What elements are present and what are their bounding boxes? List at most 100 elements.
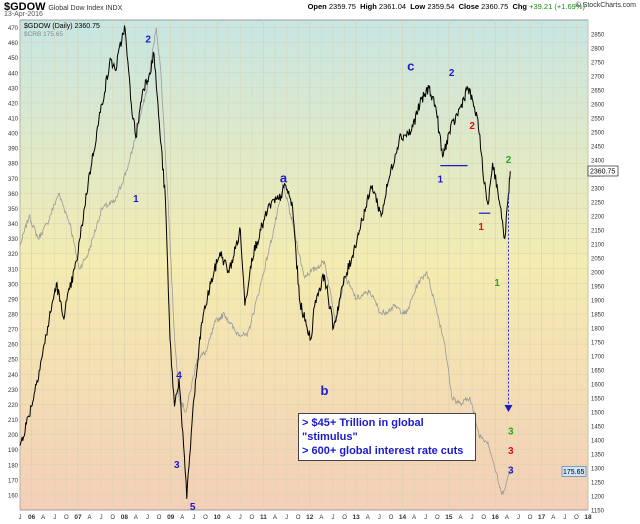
x-tick-label: O xyxy=(528,515,533,521)
chart-title: $GDOW Global Dow Index INDX xyxy=(4,1,122,13)
left-tick-label: 200 xyxy=(8,433,19,439)
right-tick-label: 2700 xyxy=(591,75,605,81)
right-tick-label: 2550 xyxy=(591,117,605,123)
right-axis: 1150 1200 1250 1300 1350 1400 1450 1500 1550 1600… xyxy=(591,33,605,515)
x-tick-label: J xyxy=(100,515,103,521)
open-label: Open xyxy=(307,2,327,11)
x-tick-label: 12 xyxy=(306,514,314,521)
wave-label: 2 xyxy=(506,155,512,166)
wave-label: 1 xyxy=(133,194,139,205)
right-tick-label: 1850 xyxy=(591,313,605,319)
right-tick-label: 1950 xyxy=(591,285,605,291)
left-tick-label: 230 xyxy=(8,388,19,394)
wave-label: 1 xyxy=(478,222,484,233)
wave-label: 3 xyxy=(174,460,180,471)
right-tick-label: 2650 xyxy=(591,89,605,95)
right-tick-label: 1500 xyxy=(591,411,605,417)
x-tick-label: A xyxy=(412,515,416,521)
right-tick-label: 2050 xyxy=(591,257,605,263)
x-tick-label: 16 xyxy=(492,514,500,521)
date-label: 13-Apr-2016 xyxy=(4,11,43,18)
x-tick-label: A xyxy=(551,515,555,521)
wave-label: c xyxy=(407,58,414,73)
left-tick-label: 160 xyxy=(8,493,19,499)
left-tick-label: 390 xyxy=(8,147,19,153)
x-tick-label: O xyxy=(110,515,115,521)
left-tick-label: 280 xyxy=(8,313,19,319)
x-tick-label: J xyxy=(192,515,195,521)
callout-line-3: > 600+ global interest rate cuts xyxy=(302,445,464,457)
x-axis: J 06 A J O 07 A J O 08 A J O 09 A J O 10 A J O 11 A J O 12 A J O 13 A J… xyxy=(19,514,592,521)
x-tick-label: 11 xyxy=(260,514,267,521)
left-tick-label: 220 xyxy=(8,403,19,409)
right-tick-label: 1350 xyxy=(591,453,605,459)
legend-primary: $GDOW (Daily) 2360.75 xyxy=(24,23,100,30)
left-tick-label: 340 xyxy=(8,222,19,228)
right-tick-label: 1550 xyxy=(591,397,605,403)
chg-value: +39.21 (+1.69%) xyxy=(529,2,585,11)
x-tick-label: 14 xyxy=(399,514,407,521)
x-tick-label: J xyxy=(285,515,288,521)
x-tick-label: 10 xyxy=(213,514,221,521)
x-tick-label: 17 xyxy=(538,514,546,521)
right-tick-label: 1700 xyxy=(591,355,605,361)
series-line-crb xyxy=(19,27,511,496)
x-tick-label: O xyxy=(481,515,486,521)
right-tick-label: 2150 xyxy=(591,229,605,235)
left-tick-label: 180 xyxy=(8,463,19,469)
wave-label: 5 xyxy=(190,502,196,513)
left-tick-label: 190 xyxy=(8,448,19,454)
callout-line-2: "stimulus" xyxy=(302,431,358,443)
right-tick-label: 1300 xyxy=(591,467,605,473)
wave-label: 2 xyxy=(145,34,151,45)
x-tick-label: J xyxy=(563,515,566,521)
left-tick-label: 260 xyxy=(8,343,19,349)
x-tick-label: A xyxy=(134,515,138,521)
callout-line-1: > $45+ Trillion in global xyxy=(302,417,424,429)
left-tick-label: 270 xyxy=(8,328,19,334)
right-tick-label: 2750 xyxy=(591,61,605,67)
right-tick-label: 2200 xyxy=(591,215,605,221)
left-axis: 160 170 180 190 200 210 220 230 240 250 260 270 280 2… xyxy=(8,26,19,499)
index-name: Global Dow Index INDX xyxy=(48,5,123,12)
right-tick-label: 2000 xyxy=(591,271,605,277)
left-tick-label: 320 xyxy=(8,252,19,258)
x-tick-label: O xyxy=(296,515,301,521)
stockcharts-logo: © StockCharts.com xyxy=(575,2,636,9)
level-lines xyxy=(440,165,513,412)
left-tick-label: 350 xyxy=(8,207,19,213)
x-tick-label: O xyxy=(435,515,440,521)
left-tick-label: 330 xyxy=(8,237,19,243)
left-tick-label: 410 xyxy=(8,117,19,123)
x-tick-label: A xyxy=(180,515,184,521)
x-tick-label: J xyxy=(378,515,381,521)
x-tick-label: J xyxy=(146,515,149,521)
left-tick-label: 370 xyxy=(8,177,19,183)
left-tick-label: 290 xyxy=(8,297,19,303)
left-tick-label: 300 xyxy=(8,282,19,288)
x-tick-label: A xyxy=(366,515,370,521)
right-tick-label: 2250 xyxy=(591,201,605,207)
left-tick-label: 440 xyxy=(8,71,19,77)
x-tick-label: A xyxy=(319,515,323,521)
x-tick-label: J xyxy=(239,515,242,521)
wave-label: 3 xyxy=(508,426,514,437)
x-tick-label: J xyxy=(19,515,22,521)
x-tick-label: 08 xyxy=(121,514,129,521)
right-tick-label: 1200 xyxy=(591,495,605,501)
right-tick-label: 2800 xyxy=(591,47,605,53)
left-tick-label: 240 xyxy=(8,373,19,379)
wave-label: b xyxy=(320,383,328,398)
left-tick-label: 380 xyxy=(8,162,19,168)
x-tick-label: O xyxy=(250,515,255,521)
x-tick-label: A xyxy=(458,515,462,521)
low-value: 2359.54 xyxy=(427,2,455,11)
x-tick-label: 07 xyxy=(74,514,82,521)
close-label: Close xyxy=(458,2,480,11)
x-tick-label: 09 xyxy=(167,514,175,521)
x-tick-label: 15 xyxy=(445,514,453,521)
last-value-tag-secondary: 175.65 xyxy=(561,466,587,477)
wave-label: 3 xyxy=(508,466,514,477)
x-tick-label: J xyxy=(331,515,334,521)
x-tick-label: A xyxy=(88,515,92,521)
